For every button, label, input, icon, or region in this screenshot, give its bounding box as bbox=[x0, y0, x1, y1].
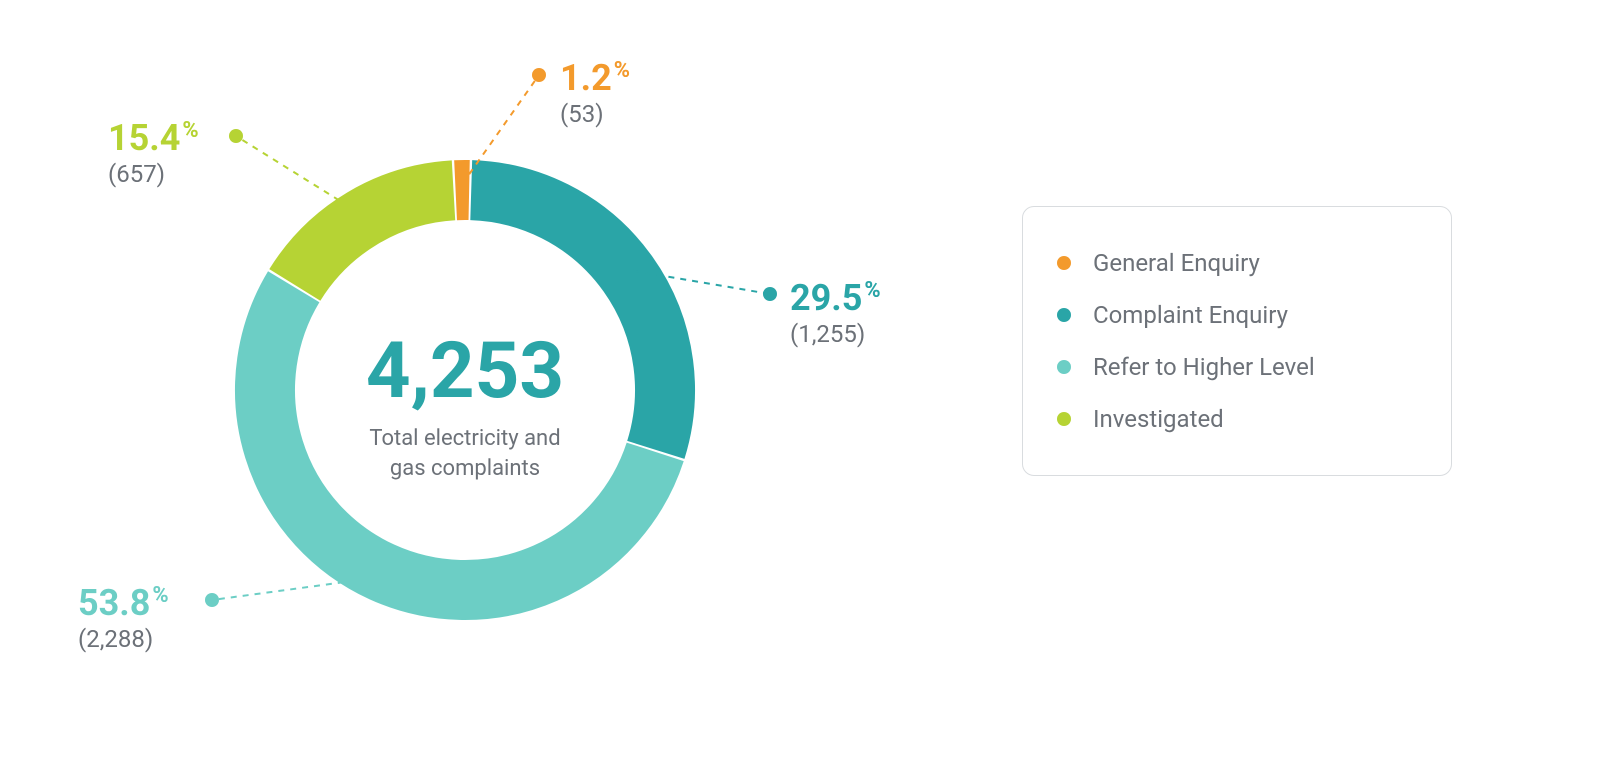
center-total-value: 4,253 bbox=[366, 333, 564, 411]
legend-item: Investigated bbox=[1057, 405, 1417, 433]
percent-icon: % bbox=[864, 278, 880, 303]
callout-count-general: (53) bbox=[560, 100, 604, 129]
callout-pct-general: 1.2% bbox=[560, 60, 630, 96]
center-subtitle: Total electricity and gas complaints bbox=[369, 424, 560, 483]
callout-count-invest: (657) bbox=[108, 160, 165, 189]
legend-bullet-icon bbox=[1057, 412, 1071, 426]
donut-segment-invest bbox=[295, 190, 454, 285]
percent-icon: % bbox=[614, 58, 630, 83]
legend-bullet-icon bbox=[1057, 256, 1071, 270]
legend-bullet-icon bbox=[1057, 308, 1071, 322]
legend-bullet-icon bbox=[1057, 360, 1071, 374]
callout-pct-value-invest: 15.4 bbox=[108, 117, 180, 159]
percent-icon: % bbox=[152, 583, 168, 608]
callout-pct-value-complaint: 29.5 bbox=[790, 277, 862, 319]
legend-item: General Enquiry bbox=[1057, 249, 1417, 277]
legend-item: Refer to Higher Level bbox=[1057, 353, 1417, 381]
leader-dot-invest bbox=[229, 129, 243, 143]
legend-box: General Enquiry Complaint Enquiry Refer to… bbox=[1022, 206, 1452, 476]
callout-pct-higher: 53.8% bbox=[78, 585, 169, 621]
leader-dot-complaint bbox=[763, 287, 777, 301]
center-subtitle-line2: gas complaints bbox=[390, 456, 540, 481]
leader-dot-higher bbox=[205, 593, 219, 607]
callout-pct-invest: 15.4% bbox=[108, 120, 199, 156]
chart-stage: 4,253 Total electricity and gas complain… bbox=[0, 0, 1600, 780]
legend-label: General Enquiry bbox=[1093, 249, 1260, 277]
center-subtitle-line1: Total electricity and bbox=[369, 426, 560, 451]
callout-pct-value-general: 1.2 bbox=[560, 57, 612, 99]
legend-label: Refer to Higher Level bbox=[1093, 353, 1315, 381]
leader-dot-general bbox=[532, 68, 546, 82]
percent-icon: % bbox=[182, 118, 198, 143]
legend-label: Investigated bbox=[1093, 405, 1224, 433]
legend-label: Complaint Enquiry bbox=[1093, 301, 1288, 329]
callout-count-higher: (2,288) bbox=[78, 625, 153, 654]
legend-item: Complaint Enquiry bbox=[1057, 301, 1417, 329]
callout-pct-complaint: 29.5% bbox=[790, 280, 881, 316]
callout-count-complaint: (1,255) bbox=[790, 320, 865, 349]
callout-pct-value-higher: 53.8 bbox=[78, 582, 150, 624]
